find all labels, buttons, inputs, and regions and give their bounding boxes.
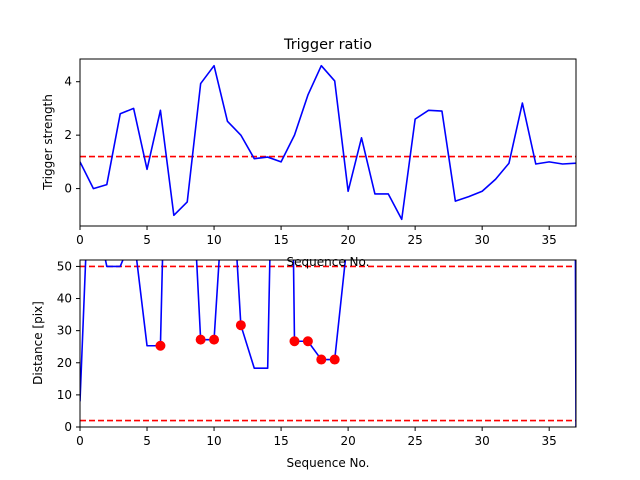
bottom-chart-y-tick-label: 50 [57, 259, 72, 273]
bottom-chart-highlight-point [195, 334, 206, 345]
bottom-chart-highlight-point [302, 336, 313, 347]
bottom-chart-highlight-point [329, 354, 340, 365]
bottom-chart-data-layer [80, 260, 576, 427]
bottom-chart-x-tick-label: 5 [143, 434, 151, 448]
top-chart-x-tick-label: 0 [76, 233, 84, 247]
top-chart-y-tick-label: 4 [64, 75, 72, 89]
bottom-chart-plot-area: 0 5 10 15 20 25 30 35 0 10 20 30 40 50 [57, 259, 577, 448]
bottom-chart-y-tick-label: 40 [57, 292, 72, 306]
bottom-chart-x-tick-label: 10 [206, 434, 221, 448]
bottom-chart-y-tick-label: 10 [57, 388, 72, 402]
bottom-chart-x-tick-label: 20 [340, 434, 355, 448]
top-chart-y-tick-label: 0 [64, 182, 72, 196]
bottom-chart-highlight-point [289, 336, 300, 347]
bottom-chart-x-tick-label: 35 [542, 434, 557, 448]
bottom-chart: 0 5 10 15 20 25 30 35 0 10 20 30 40 50 Sequence No. D… [31, 259, 577, 470]
top-chart-series-line [80, 64, 576, 221]
bottom-chart-x-tick-label: 15 [273, 434, 288, 448]
bottom-chart-y-tick-label: 0 [64, 420, 72, 434]
bottom-chart-highlight-point [235, 320, 246, 331]
top-chart-y-tick-label: 2 [64, 128, 72, 142]
top-chart-y-axis-label: Trigger strength [41, 94, 55, 191]
bottom-chart-y-tick-label: 30 [57, 324, 72, 338]
top-chart-x-tick-label: 35 [542, 233, 557, 247]
bottom-chart-highlight-point [155, 340, 166, 351]
top-chart-x-tick-label: 10 [206, 233, 221, 247]
bottom-chart-highlight-point [316, 354, 327, 365]
top-chart-x-tick-label: 5 [143, 233, 151, 247]
top-chart-x-tick-label: 20 [340, 233, 355, 247]
top-chart-x-tick-label: 15 [273, 233, 288, 247]
top-chart: Trigger ratio 0 5 10 15 20 25 30 35 0 2 4 Sequence… [41, 37, 577, 269]
top-chart-x-axis-label: Sequence No. [287, 255, 370, 269]
top-chart-plot-area: 0 5 10 15 20 25 30 35 0 2 4 [64, 58, 577, 247]
bottom-chart-x-tick-label: 25 [407, 434, 422, 448]
top-chart-x-tick-label: 25 [407, 233, 422, 247]
bottom-chart-y-axis-label: Distance [pix] [31, 301, 45, 385]
bottom-chart-frame [79, 259, 577, 428]
top-chart-data-layer [80, 64, 576, 221]
bottom-chart-x-tick-label: 30 [475, 434, 490, 448]
top-chart-title: Trigger ratio [283, 37, 372, 53]
bottom-chart-y-tick-label: 20 [57, 356, 72, 370]
bottom-chart-x-tick-label: 0 [76, 434, 84, 448]
bottom-chart-highlight-point [209, 334, 220, 345]
top-chart-frame [79, 58, 577, 227]
top-chart-x-tick-label: 30 [475, 233, 490, 247]
bottom-chart-x-axis-label: Sequence No. [287, 456, 370, 470]
